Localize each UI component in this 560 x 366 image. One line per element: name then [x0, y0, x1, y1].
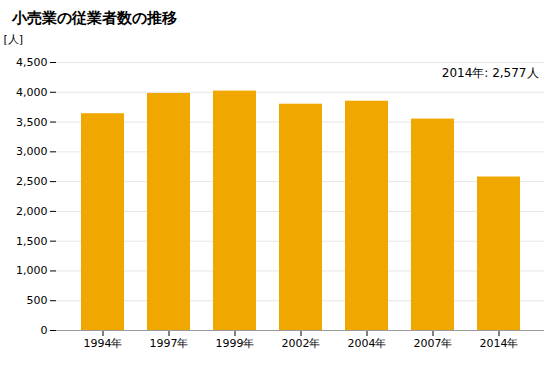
svg-text:1,000: 1,000 — [16, 264, 48, 277]
svg-text:2014年: 2014年 — [480, 337, 519, 350]
svg-text:2002年: 2002年 — [282, 337, 321, 350]
svg-text:1994年: 1994年 — [84, 337, 123, 350]
svg-text:3,500: 3,500 — [16, 116, 48, 129]
svg-text:0: 0 — [41, 324, 48, 337]
svg-text:1997年: 1997年 — [150, 337, 189, 350]
svg-text:2004年: 2004年 — [348, 337, 387, 350]
svg-text:1,500: 1,500 — [16, 235, 48, 248]
svg-text:2014年: 2,577人: 2014年: 2,577人 — [442, 66, 539, 80]
html-text:小売業の従業者数の推移: 小売業の従業者数の推移 — [12, 9, 177, 27]
svg-text:[人]: [人] — [4, 33, 24, 46]
svg-text:4,000: 4,000 — [16, 86, 48, 99]
svg-text:2,500: 2,500 — [16, 175, 48, 188]
svg-text:2007年: 2007年 — [414, 337, 453, 350]
svg-text:3,000: 3,000 — [16, 145, 48, 158]
svg-text:4,500: 4,500 — [16, 56, 48, 69]
svg-text:500: 500 — [27, 294, 48, 307]
svg-text:2,000: 2,000 — [16, 205, 48, 218]
svg-text:1999年: 1999年 — [216, 337, 255, 350]
